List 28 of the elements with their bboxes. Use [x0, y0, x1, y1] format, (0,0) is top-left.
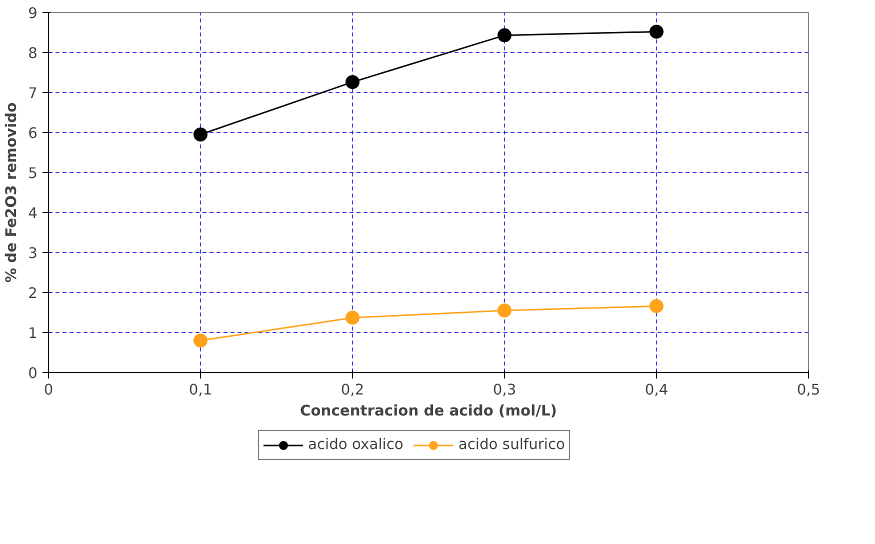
legend-label: acido sulfurico [458, 436, 565, 453]
point [498, 304, 512, 318]
x-tick-label: 0,5 [796, 382, 820, 398]
x-tick-label: 0,2 [340, 382, 364, 398]
y-tick-label: 7 [28, 85, 38, 102]
y-tick-label: 6 [28, 125, 38, 142]
y-tick-label: 0 [28, 365, 38, 382]
y-tick-label: 8 [28, 45, 38, 62]
y-tick-label: 5 [28, 165, 38, 182]
point [498, 28, 512, 42]
y-tick-label: 1 [28, 325, 38, 342]
y-tick-label: 3 [28, 245, 38, 262]
point [194, 128, 208, 142]
y-axis-title: % de Fe2O3 removido [3, 102, 20, 283]
point [346, 310, 360, 325]
y-tick-label: 2 [28, 285, 38, 302]
point [650, 299, 664, 314]
legend-label: acido oxalico [308, 436, 404, 453]
x-tick-label: 0 [44, 382, 54, 398]
y-tick-label: 9 [28, 5, 38, 22]
x-tick-label: 0,3 [492, 382, 516, 398]
point [194, 334, 208, 348]
point [650, 24, 664, 39]
x-axis-title: Concentracion de acido (mol/L) [300, 402, 558, 420]
x-tick-label: 0,1 [188, 382, 212, 398]
point [346, 75, 360, 90]
x-tick-label: 0,4 [644, 382, 668, 398]
y-tick-label: 4 [28, 205, 38, 222]
